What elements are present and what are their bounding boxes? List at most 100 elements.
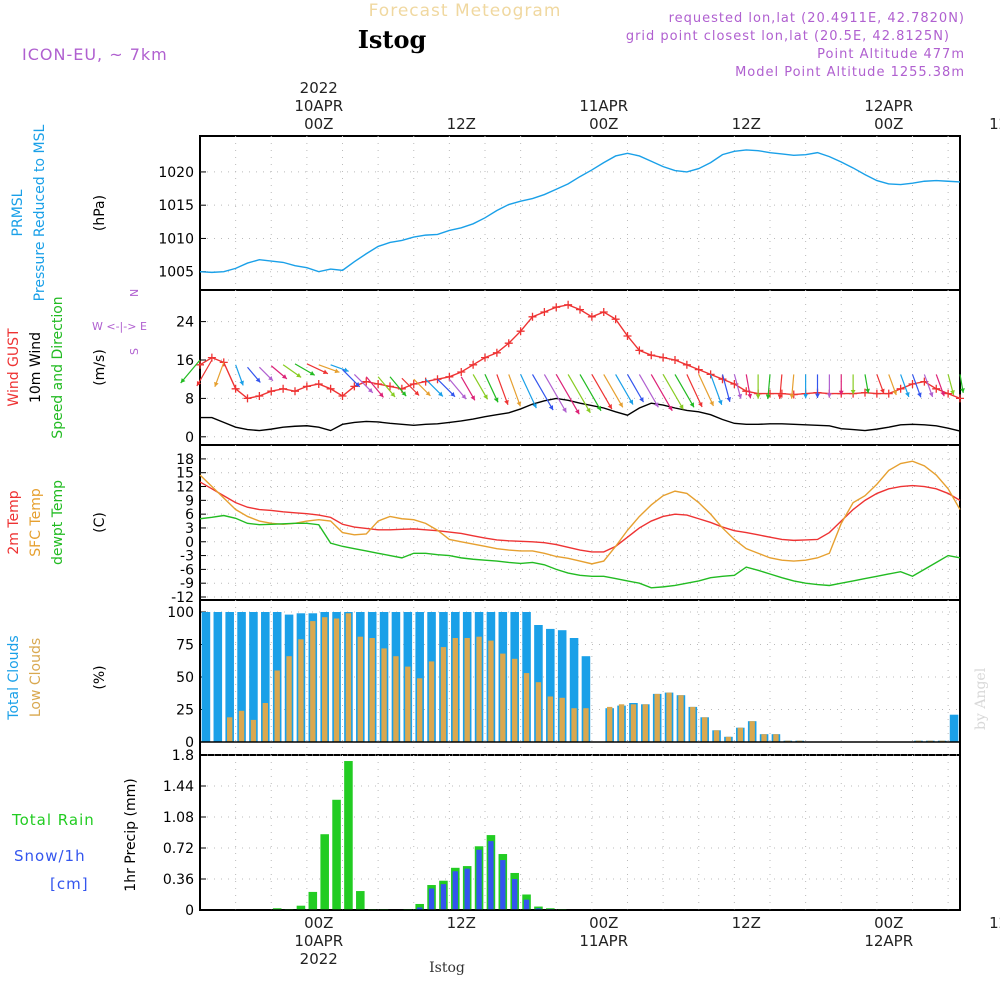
wind-arrow-head: [367, 387, 373, 393]
series-bar: [381, 648, 387, 742]
series-bar: [559, 697, 565, 742]
top-time-text: 12Z: [447, 115, 476, 133]
snow-unit-label: [cm]: [50, 875, 89, 893]
series-bar: [713, 730, 720, 742]
gust-marker: [267, 387, 276, 396]
series-bar: [666, 692, 672, 742]
model-label: ICON-EU, ~ 7km: [22, 45, 168, 64]
panels-group: 1005 1010 1015 1020 PRMSL Pressure Reduced to…: [6, 79, 1000, 968]
units-label: (C): [92, 512, 108, 533]
wind-arrow-head: [628, 399, 634, 405]
gust-marker: [647, 351, 656, 360]
wind-arrow-head: [838, 390, 844, 396]
series-bar: [415, 903, 424, 910]
wind-arrow: [180, 359, 201, 384]
wind-arrow-head: [850, 390, 856, 395]
bottom-time-text: 2022: [300, 950, 338, 968]
series-bar: [557, 630, 567, 742]
gust-marker: [576, 305, 584, 314]
bottom-time-text: 12APR: [864, 932, 913, 950]
point-altitude: Point Altitude 477m: [817, 47, 965, 62]
y-tick-label: 0: [185, 735, 194, 751]
y-tick-label: 15: [176, 466, 194, 482]
wind-arrow-head: [414, 390, 420, 396]
compass-north: N: [128, 289, 141, 297]
wind-arrow-head: [562, 407, 567, 413]
series-bar: [678, 695, 684, 742]
gust-marker: [599, 308, 608, 316]
wind-arrow-head: [892, 390, 898, 396]
series-line: [199, 460, 961, 565]
gust-marker: [302, 382, 311, 391]
y-tick-label: 1.44: [163, 779, 194, 795]
y-tick-label: -6: [180, 562, 194, 578]
wind-arrow-head: [390, 392, 396, 398]
top-time-label: 12Z: [989, 115, 1000, 133]
series-bar: [535, 908, 542, 910]
series-bar: [393, 656, 399, 742]
y-axis-label: Total Clouds: [6, 635, 22, 720]
series-bar: [476, 849, 482, 910]
series-bar: [583, 708, 589, 742]
wind-arrow-head: [717, 399, 723, 405]
series-bar: [654, 693, 660, 742]
gust-marker: [314, 380, 323, 388]
gust-marker: [469, 360, 478, 369]
wind-arrow-head: [255, 377, 261, 383]
y-tick-label: -9: [180, 576, 194, 592]
wind-arrow: [686, 374, 703, 408]
bottom-time-text: 10APR: [294, 932, 343, 950]
bottom-time-text: 11APR: [579, 932, 628, 950]
wind-arrow: [579, 374, 602, 412]
top-time-text: 00Z: [589, 115, 618, 133]
gust-marker: [635, 346, 644, 355]
gust-marker: [564, 300, 573, 309]
series-bar: [618, 704, 625, 742]
wind-arrow-head: [950, 390, 955, 395]
wind-arrow-head: [698, 402, 703, 408]
y-tick-label: 0: [185, 430, 194, 446]
wind-arrow-head: [777, 394, 783, 400]
wind-arrow: [531, 374, 554, 411]
gust-marker: [611, 315, 620, 324]
series-bar: [440, 884, 447, 910]
gust-marker: [231, 384, 240, 393]
snow-label: Snow/1h: [14, 847, 86, 865]
top-time-text: 12Z: [732, 115, 761, 133]
gust-marker: [409, 380, 418, 388]
series-bar: [440, 647, 447, 742]
gust-marker: [362, 377, 371, 386]
wind-arrow: [496, 374, 509, 406]
bottom-time-label: 12Z: [989, 914, 1000, 932]
series-bar: [356, 891, 365, 910]
y-axis-label: Low Clouds: [28, 638, 44, 717]
wind-arrow-head: [334, 368, 340, 374]
series-bar: [535, 682, 542, 742]
series-bar: [274, 670, 280, 742]
series-bar: [237, 612, 246, 742]
y-tick-label: 1.8: [172, 748, 194, 764]
series-bar: [286, 656, 292, 742]
units-label: 1hr Precip (mm): [123, 778, 139, 891]
wind-arrow-head: [747, 393, 753, 399]
wind-arrow-head: [880, 388, 885, 394]
series-bar: [308, 891, 318, 910]
series-bar: [320, 834, 329, 910]
wind-arrow-head: [450, 391, 456, 397]
top-time-text: 00Z: [304, 115, 333, 133]
wind-arrow: [196, 359, 213, 387]
wind-arrow-head: [483, 394, 488, 400]
y-axis-label: 10m Wind: [28, 332, 44, 403]
wind-arrow-head: [803, 394, 809, 399]
series-bar: [476, 636, 482, 742]
series-bar: [357, 636, 363, 742]
rain-label: Total Rain: [11, 811, 95, 829]
gust-marker: [623, 332, 632, 340]
series-bar: [571, 708, 577, 742]
series-line: [199, 481, 961, 553]
